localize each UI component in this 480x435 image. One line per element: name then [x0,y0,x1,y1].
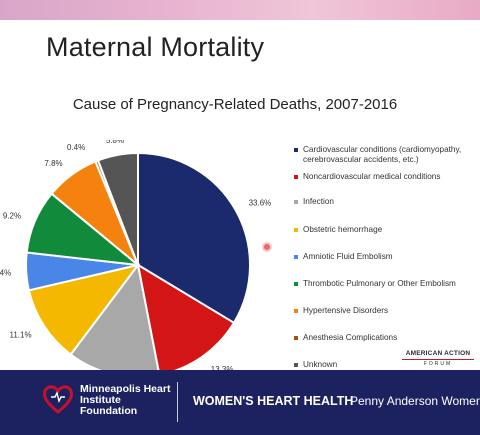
legend-swatch [294,175,298,179]
heart-logo-icon [43,385,73,414]
program-subtitle: Penny Anderson Women's [350,394,480,408]
legend-item: Infection [294,197,480,207]
pie-data-label-6: 9.2% [3,211,21,220]
legend-swatch [294,309,298,313]
legend-item: Anesthesia Complications [294,333,480,343]
legend-label: Amniotic Fluid Embolism [303,252,393,261]
legend-item: Hypertensive Disorders [294,306,480,316]
legend-item: Unknown [294,360,480,370]
program-title: WOMEN'S HEART HEALTH [193,394,354,408]
pie-data-label-7: 7.8% [44,159,62,168]
legend-label: Thrombotic Pulmonary or Other Embolism [303,279,456,288]
legend-swatch [294,255,298,259]
pie-slice-1 [137,151,251,325]
legend-swatch [294,200,298,204]
aaf-logo-line1: AMERICAN ACTION [405,350,471,357]
pie-chart: 33.6%13.3%13.3%11.1%5.4%9.2%7.8%0.4%5.8% [0,140,272,390]
legend-label: Noncardiovascular medical conditions [303,172,441,181]
pie-data-label-8: 0.4% [67,143,85,152]
top-decorative-band [0,0,480,20]
legend-item: Noncardiovascular medical conditions [294,172,480,182]
american-action-forum-logo: AMERICAN ACTION FORUM [402,350,474,380]
legend-label: Obstetric hemorrhage [303,225,383,234]
footer-bar: Minneapolis Heart Institute Foundation W… [0,370,480,435]
pie-data-label-4: 11.1% [9,330,31,339]
legend-swatch [294,282,298,286]
pie-slice-4 [27,263,141,356]
pie-data-label-2: 13.3% [211,365,234,374]
legend-item: Cardiovascular conditions (cardiomyopath… [294,145,480,165]
aaf-logo-line2: FORUM [402,359,474,367]
pie-data-label-1: 33.6% [249,199,272,208]
legend-label: Hypertensive Disorders [303,306,389,315]
legend-item: Obstetric hemorrhage [294,225,480,235]
legend-label: Unknown [303,360,338,369]
slide-title: Maternal Mortality [46,32,265,62]
pie-data-label-5: 5.4% [0,268,11,277]
legend-swatch [294,228,298,232]
legend-label: Cardiovascular conditions (cardiomyopath… [303,145,462,164]
legend-swatch [294,148,298,152]
chart-title: Cause of Pregnancy-Related Deaths, 2007-… [72,96,398,113]
legend-item: Amniotic Fluid Embolism [294,252,480,262]
legend-label: Infection [303,197,334,206]
pointer-dot [262,242,272,252]
legend-label: Anesthesia Complications [303,333,398,342]
org-name: Minneapolis Heart Institute Foundation [80,383,171,417]
legend-item: Thrombotic Pulmonary or Other Embolism [294,279,480,289]
pie-data-label-9: 5.8% [106,140,124,145]
slide: Maternal Mortality Cause of Pregnancy-Re… [0,20,480,390]
legend-swatch [294,363,298,367]
pie-slice-9 [96,151,139,266]
legend-swatch [294,336,298,340]
footer-divider [177,382,178,422]
